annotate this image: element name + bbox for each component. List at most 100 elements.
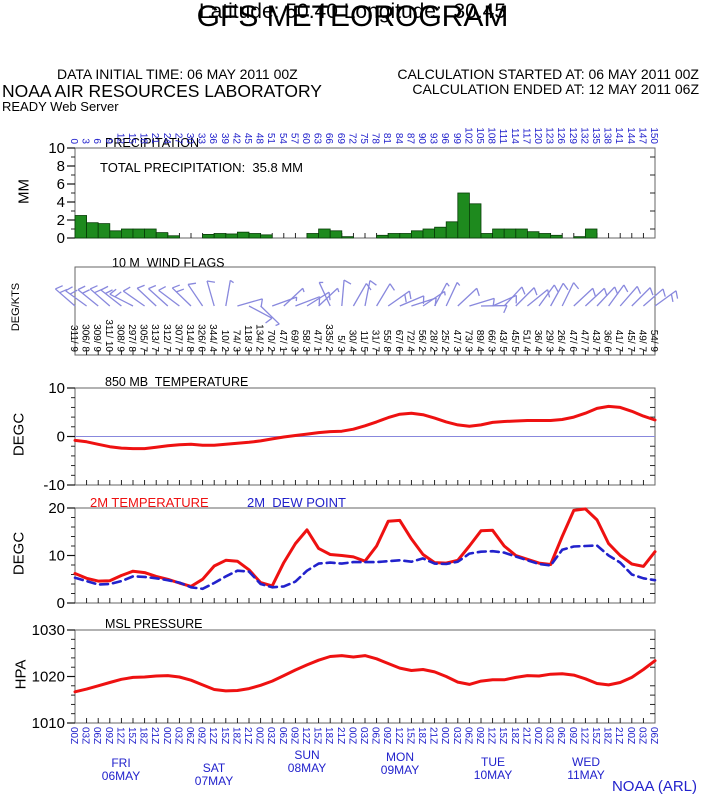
svg-text:311/ 9: 311/ 9 — [68, 325, 79, 352]
svg-text:54/ 9: 54/ 9 — [648, 330, 659, 353]
svg-text:36: 36 — [207, 133, 218, 145]
svg-text:12Z: 12Z — [114, 727, 125, 744]
svg-text:126: 126 — [555, 127, 566, 144]
svg-text:21Z: 21Z — [335, 727, 346, 744]
svg-text:00Z: 00Z — [439, 727, 450, 744]
svg-text:89/ 4: 89/ 4 — [474, 330, 485, 353]
svg-text:81: 81 — [381, 133, 392, 145]
svg-text:147: 147 — [636, 127, 647, 144]
svg-text:21Z: 21Z — [242, 727, 253, 744]
svg-text:18Z: 18Z — [323, 727, 334, 744]
wind-value-labels: 311/ 9 306/ 8 309/ 9 311/ 10 308/ 9 297/ 8 305… — [68, 319, 659, 352]
svg-text:72/ 4: 72/ 4 — [404, 330, 415, 353]
svg-text:75: 75 — [358, 133, 369, 145]
svg-text:49/ 7: 49/ 7 — [636, 330, 647, 353]
svg-text:08MAY: 08MAY — [288, 761, 326, 775]
svg-text:55/ 8: 55/ 8 — [381, 330, 392, 353]
ready-web-server-label: READY Web Server — [2, 99, 119, 114]
svg-text:00Z: 00Z — [68, 727, 79, 744]
svg-text:102: 102 — [462, 127, 473, 144]
svg-text:00Z: 00Z — [254, 727, 265, 744]
svg-text:30: 30 — [184, 133, 195, 145]
svg-text:45/ 7: 45/ 7 — [625, 330, 636, 353]
svg-text:335/ 2: 335/ 2 — [323, 324, 334, 352]
t2m-line-dashed — [73, 544, 657, 591]
svg-text:308/ 9: 308/ 9 — [114, 324, 125, 352]
noaa-arl-credit: NOAA (ARL) — [611, 778, 697, 795]
svg-text:15Z: 15Z — [219, 727, 230, 744]
svg-text:57: 57 — [288, 133, 299, 145]
svg-text:309/ 9: 309/ 9 — [91, 324, 102, 352]
svg-text:96: 96 — [439, 133, 450, 145]
svg-text:06Z: 06Z — [277, 727, 288, 744]
svg-text:15: 15 — [126, 133, 137, 145]
svg-text:15Z: 15Z — [497, 727, 508, 744]
svg-text:09Z: 09Z — [381, 727, 392, 744]
svg-text:311/ 10: 311/ 10 — [103, 319, 114, 352]
svg-text:117: 117 — [520, 128, 531, 144]
svg-text:51: 51 — [265, 133, 276, 145]
svg-text:47/ 7: 47/ 7 — [578, 330, 589, 353]
svg-text:21Z: 21Z — [149, 727, 160, 744]
svg-text:00Z: 00Z — [161, 727, 172, 744]
svg-text:18Z: 18Z — [138, 727, 149, 744]
page-title: GFS METEOROGRAM — [196, 0, 509, 33]
svg-text:36/ 6: 36/ 6 — [602, 330, 613, 353]
svg-text:144: 144 — [625, 127, 636, 144]
y-axis-ticks: 1010 1020 1030 — [32, 622, 655, 732]
svg-text:69/ 3: 69/ 3 — [288, 330, 299, 353]
svg-text:21Z: 21Z — [428, 727, 439, 744]
svg-text:344/ 4: 344/ 4 — [207, 324, 218, 352]
svg-text:21: 21 — [149, 133, 160, 145]
svg-text:03Z: 03Z — [358, 727, 369, 744]
svg-text:12Z: 12Z — [578, 727, 589, 744]
calc-started: CALCULATION STARTED AT: 06 MAY 2011 00Z — [397, 66, 699, 82]
svg-text:07MAY: 07MAY — [195, 774, 233, 788]
svg-text:123: 123 — [544, 127, 555, 144]
svg-text:66/ 3: 66/ 3 — [486, 330, 497, 353]
svg-text:21Z: 21Z — [613, 727, 624, 744]
svg-text:134/ 2: 134/ 2 — [254, 324, 265, 352]
time-labels: 00Z 03Z 06Z 09Z 12Z 15Z 18Z 21Z 00Z 03Z 06Z 09Z 12Z 1… — [68, 727, 659, 744]
svg-text:09Z: 09Z — [288, 727, 299, 744]
svg-text:12Z: 12Z — [207, 727, 218, 744]
svg-text:09MAY: 09MAY — [381, 763, 419, 777]
svg-text:297/ 8: 297/ 8 — [126, 324, 137, 352]
svg-text:FRI: FRI — [111, 756, 130, 770]
svg-text:45: 45 — [242, 133, 253, 145]
svg-text:48: 48 — [254, 133, 265, 145]
panel-frame — [74, 147, 656, 239]
svg-text:00Z: 00Z — [532, 727, 543, 744]
page-subtitle: Latitude: 50.40 Longitude: 30.45 — [198, 0, 507, 23]
svg-text:0: 0 — [57, 595, 65, 612]
svg-text:54: 54 — [277, 133, 288, 145]
svg-text:SUN: SUN — [294, 748, 319, 762]
svg-text:TUE: TUE — [481, 755, 505, 769]
svg-text:69: 69 — [335, 133, 346, 145]
svg-text:18Z: 18Z — [602, 727, 613, 744]
svg-text:326/ 6: 326/ 6 — [196, 324, 207, 352]
svg-text:118/ 3: 118/ 3 — [242, 325, 253, 352]
svg-text:03Z: 03Z — [451, 727, 462, 744]
svg-text:0: 0 — [68, 138, 79, 144]
t850-line-solid — [73, 404, 657, 451]
y-axis-ticks: 0 10 20 — [48, 500, 655, 612]
svg-text:314/ 8: 314/ 8 — [184, 324, 195, 352]
svg-text:39: 39 — [219, 133, 230, 145]
svg-text:74/ 3: 74/ 3 — [230, 330, 241, 353]
svg-text:135: 135 — [590, 127, 601, 144]
svg-text:41/ 7: 41/ 7 — [613, 330, 624, 353]
svg-text:0: 0 — [57, 429, 65, 446]
panel-frame — [74, 266, 656, 356]
svg-text:11/ 5: 11/ 5 — [358, 331, 369, 353]
t2m-line-solid — [73, 507, 657, 588]
data-initial-time: DATA INITIAL TIME: 06 MAY 2011 00Z — [57, 66, 298, 82]
svg-text:73/ 3: 73/ 3 — [462, 330, 473, 353]
svg-text:00Z: 00Z — [625, 727, 636, 744]
svg-text:20: 20 — [48, 500, 65, 517]
svg-text:70/ 2: 70/ 2 — [265, 330, 276, 353]
svg-text:47/ 1: 47/ 1 — [312, 330, 323, 353]
svg-text:2: 2 — [57, 212, 65, 229]
